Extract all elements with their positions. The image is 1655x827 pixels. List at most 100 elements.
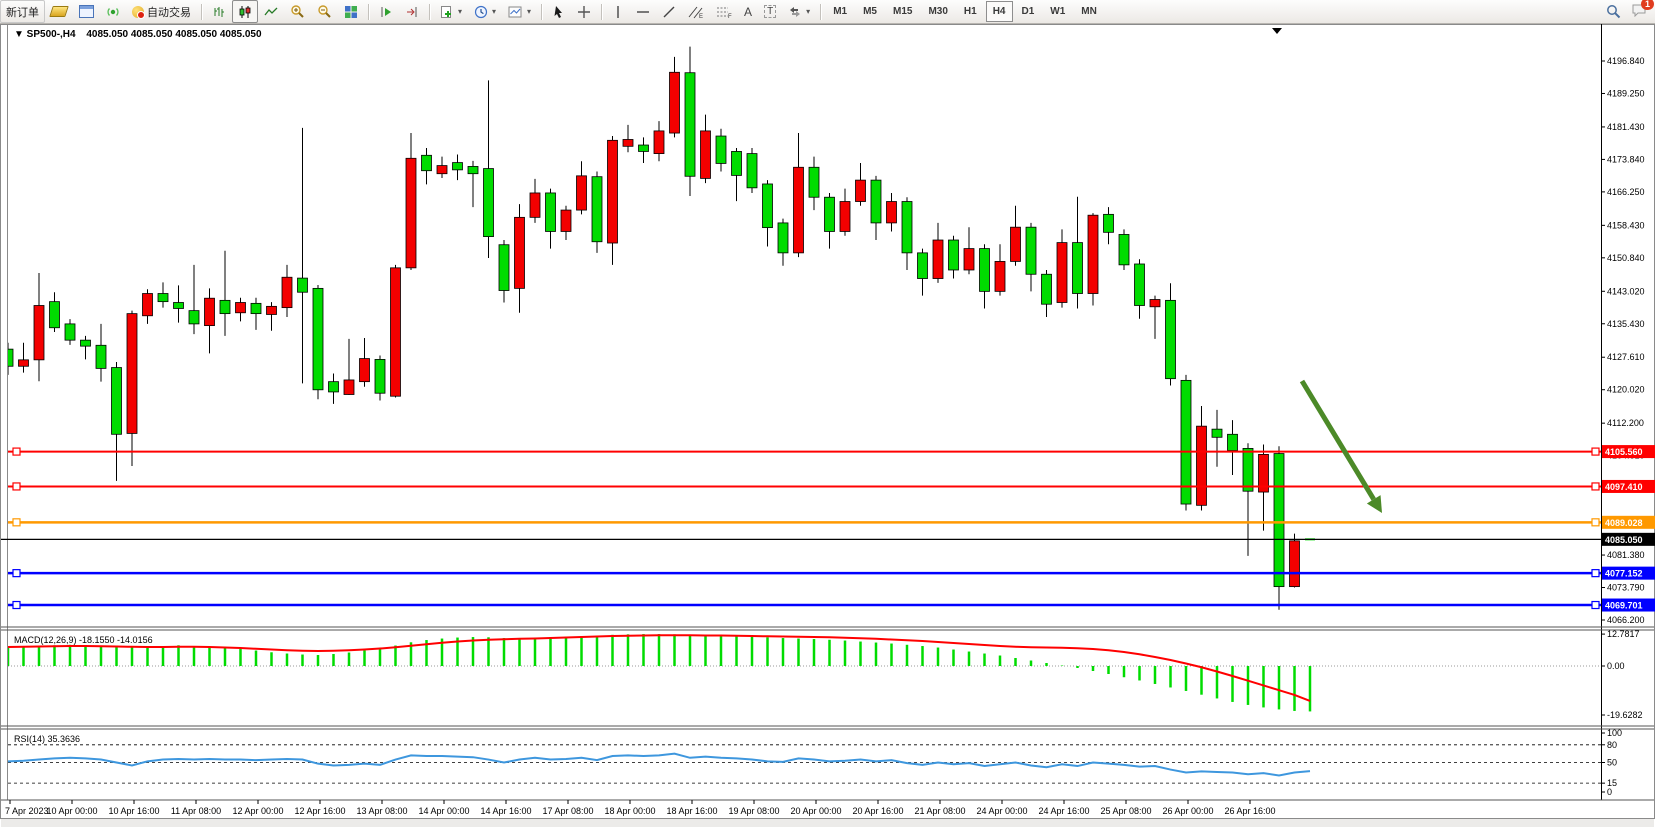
candle-bull <box>204 297 215 327</box>
chart-shift-button[interactable] <box>399 0 425 23</box>
price-label-text: 4089.028 <box>1605 518 1643 528</box>
notifications-button[interactable]: 1 <box>1631 0 1654 20</box>
market-watch-icon[interactable] <box>73 0 100 23</box>
trendline-tool[interactable] <box>656 0 682 23</box>
annotation-arrow-head[interactable] <box>1366 495 1382 513</box>
time-tick-label: 12 Apr 00:00 <box>232 806 283 816</box>
dropdown-caret: ▾ <box>458 7 463 16</box>
timeframe-m15[interactable]: M15 <box>893 6 913 17</box>
gold-bar-glyph <box>49 6 69 17</box>
vertical-line-tool[interactable] <box>606 0 630 23</box>
timeframe-toolbar: M1 M5 M15 M30 H1 H4 D1 W1 MN <box>825 1 1105 22</box>
timeframe-mn[interactable]: MN <box>1081 6 1097 17</box>
candle-bear <box>901 201 913 254</box>
price-tick-label: 4189.250 <box>1607 88 1645 98</box>
candle-bear <box>173 302 184 309</box>
time-tick-label: 17 Apr 08:00 <box>542 806 593 816</box>
candle-bear <box>1025 226 1037 275</box>
rsi-axis-label: 100 <box>1607 728 1622 738</box>
time-tick-label: 10 Apr 16:00 <box>108 806 159 816</box>
arrows-icon <box>790 6 801 17</box>
candle-bull <box>700 130 711 179</box>
horizontal-line-tool[interactable] <box>630 0 656 23</box>
zoom-in-button[interactable] <box>284 0 311 23</box>
line-handle[interactable] <box>1591 600 1600 610</box>
candle-bull <box>669 71 680 134</box>
timeframe-m30[interactable]: M30 <box>928 6 948 17</box>
line-handle[interactable] <box>12 482 21 491</box>
new-chart-button[interactable]: ▾ <box>434 0 468 23</box>
crosshair-button[interactable] <box>571 0 597 23</box>
rsi-axis-label: 50 <box>1607 758 1617 768</box>
candle-bull <box>1258 454 1269 493</box>
candle-bull <box>994 261 1006 292</box>
candle-bear <box>80 339 91 347</box>
line-handle[interactable] <box>1591 569 1600 578</box>
chart-shift-marker[interactable] <box>1272 28 1282 34</box>
new-order-label: 新订单 <box>6 6 39 19</box>
macd-label: MACD(12,26,9) -18.1550 -14.0156 <box>14 635 153 645</box>
candle-bear <box>1118 234 1130 266</box>
candlestick-chart-icon <box>239 5 251 18</box>
timeframe-h4[interactable]: H4 <box>985 1 1013 22</box>
fibonacci-tool[interactable]: F <box>710 0 738 23</box>
time-tick-label: 12 Apr 16:00 <box>294 806 345 816</box>
dropdown-caret: ▾ <box>492 7 497 16</box>
timeframe-d1[interactable]: D1 <box>1021 6 1035 17</box>
template-button[interactable]: ▾ <box>502 0 537 23</box>
annotation-arrow[interactable] <box>1299 379 1376 501</box>
candle-bull <box>607 139 618 244</box>
gold-bar-icon[interactable] <box>45 0 73 23</box>
arrows-tool[interactable]: ▾ <box>782 0 816 23</box>
signal-icon[interactable] <box>100 0 126 23</box>
candle-bear <box>219 299 231 315</box>
candle-bull <box>963 248 975 271</box>
text-label-tool[interactable]: T <box>758 0 782 23</box>
candle-bear <box>95 344 107 369</box>
macd-axis-label: -19.6282 <box>1607 710 1643 720</box>
macd-pane <box>8 634 1601 712</box>
candle-bull <box>33 305 45 361</box>
zoom-out-button[interactable] <box>311 0 338 23</box>
chart-title: ▼ SP500-,H4 4085.050 4085.050 4085.050 4… <box>14 29 262 40</box>
trendline-icon <box>663 6 675 17</box>
candlestick-chart-button[interactable] <box>232 0 258 23</box>
candle-bear <box>746 153 758 189</box>
timeframe-m1[interactable]: M1 <box>833 6 848 17</box>
time-tick-label: 24 Apr 00:00 <box>976 806 1027 816</box>
line-chart-button[interactable] <box>258 0 284 23</box>
line-handle[interactable] <box>12 518 21 527</box>
cursor-icon <box>554 5 563 18</box>
autotrading-button[interactable]: 自动交易 <box>126 0 197 23</box>
auto-scroll-button[interactable] <box>373 0 399 23</box>
equidistant-channel-tool[interactable]: E <box>682 0 710 23</box>
timeframe-h1[interactable]: H1 <box>963 6 977 17</box>
rsi-line <box>8 752 1311 777</box>
timeframe-m5[interactable]: M5 <box>863 6 877 17</box>
bar-chart-button[interactable] <box>206 0 232 23</box>
time-tick-label: 18 Apr 16:00 <box>666 806 717 816</box>
candle-bear <box>638 144 649 152</box>
search-icon[interactable] <box>1606 4 1621 19</box>
macd-axis-label: 0.00 <box>1607 661 1625 671</box>
line-handle[interactable] <box>1591 518 1600 527</box>
new-order-button[interactable]: 新订单 <box>0 0 45 23</box>
line-handle[interactable] <box>1591 447 1600 456</box>
tile-windows-button[interactable] <box>338 0 364 23</box>
crosshair-icon <box>578 5 591 18</box>
period-button[interactable]: ▾ <box>468 0 502 23</box>
timeframe-w1[interactable]: W1 <box>1050 6 1066 17</box>
line-handle[interactable] <box>1591 482 1600 491</box>
price-tick-label: 4181.430 <box>1607 122 1645 132</box>
cursor-button[interactable] <box>546 0 571 23</box>
candle-bull <box>560 209 572 232</box>
text-tool[interactable]: A <box>738 0 758 23</box>
text-label-glyph: T <box>764 5 777 18</box>
line-handle[interactable] <box>12 600 21 610</box>
chart-canvas[interactable]: 4196.840 4189.250 4181.430 4173.840 4166.250… <box>0 24 1655 827</box>
price-label-box <box>1602 598 1655 612</box>
line-handle[interactable] <box>12 447 21 456</box>
line-handle[interactable] <box>12 569 21 578</box>
price-tick-label: 4112.200 <box>1607 418 1644 428</box>
